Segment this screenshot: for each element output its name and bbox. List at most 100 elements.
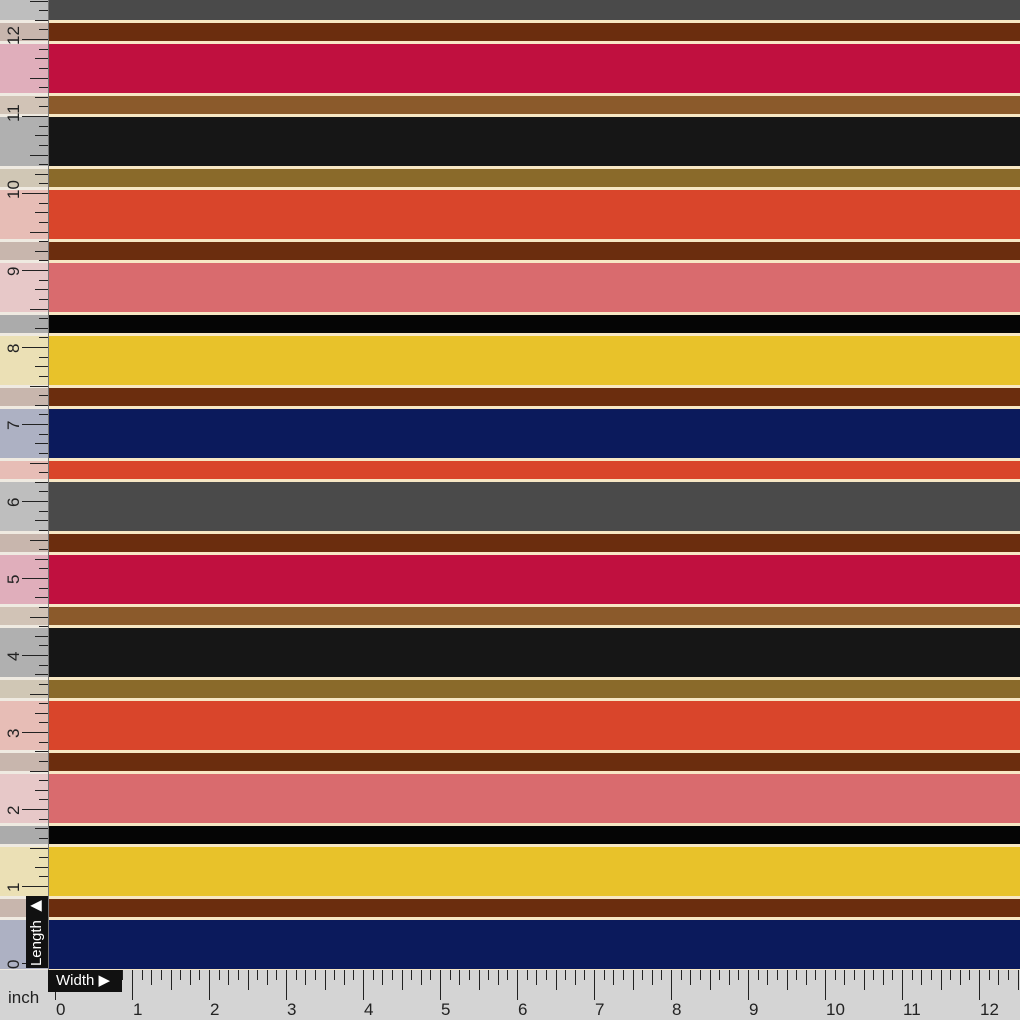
ruler-tick (35, 327, 48, 329)
ruler-tick (459, 970, 461, 985)
stripe (0, 166, 1020, 187)
ruler-tick (786, 970, 788, 990)
ruler-tick (39, 87, 48, 89)
ruler-tick (151, 970, 153, 985)
ruler-tick (478, 970, 480, 990)
ruler-tick (35, 58, 48, 60)
stripe (0, 771, 1020, 823)
width-mark-label: 2 (210, 1000, 220, 1019)
length-mark-label: 10 (4, 180, 23, 199)
ruler-tick (276, 970, 278, 980)
ruler-tick (1007, 970, 1009, 980)
ruler-tick (30, 231, 48, 233)
stripe (0, 114, 1020, 166)
ruler-tick (30, 0, 48, 2)
ruler-tick (39, 741, 48, 743)
stripe (0, 93, 1020, 114)
ruler-tick (661, 970, 663, 980)
ruler-tick (35, 751, 48, 753)
ruler-tick (988, 970, 990, 980)
ruler-tick (35, 712, 48, 714)
stripe (0, 844, 1020, 896)
stripe (0, 625, 1020, 677)
ruler-tick (170, 970, 172, 990)
ruler-tick (30, 308, 48, 310)
ruler-tick (738, 970, 740, 980)
stripe (0, 41, 1020, 93)
stripe (0, 604, 1020, 625)
ruler-tick (35, 866, 48, 868)
length-mark-label: 9 (4, 266, 23, 276)
ruler-tick (603, 970, 605, 980)
ruler-tick (35, 520, 48, 522)
ruler-tick (815, 970, 817, 980)
ruler-tick (35, 635, 48, 637)
ruler-tick (979, 970, 980, 1000)
ruler-tick (39, 703, 48, 705)
ruler-tick (39, 799, 48, 801)
ruler-tick (699, 970, 701, 980)
ruler-tick (622, 970, 624, 980)
ruler-tick (39, 183, 48, 185)
ruler-tick (39, 164, 48, 166)
ruler-tick (286, 970, 287, 1000)
ruler-tick (39, 722, 48, 724)
ruler-tick (35, 443, 48, 445)
stripe (0, 677, 1020, 698)
ruler-tick (507, 970, 509, 980)
ruler-tick (189, 970, 191, 985)
ruler-tick (728, 970, 730, 985)
ruler-tick (30, 616, 48, 618)
ruler-tick (680, 970, 682, 980)
ruler-tick (39, 414, 48, 416)
ruler-tick (882, 970, 884, 985)
stripe (0, 896, 1020, 917)
ruler-tick (295, 970, 297, 980)
ruler-tick (757, 970, 759, 980)
striped-fabric-print (0, 0, 1020, 990)
ruler-tick (39, 837, 48, 839)
ruler-tick (266, 970, 268, 985)
ruler-tick (497, 970, 499, 985)
width-mark-label: 10 (826, 1000, 845, 1019)
ruler-tick (39, 857, 48, 859)
ruler-tick (526, 970, 528, 980)
ruler-tick (39, 125, 48, 127)
length-mark-label: 11 (4, 104, 23, 122)
ruler-tick (39, 260, 48, 262)
stripe (0, 552, 1020, 604)
ruler-tick (969, 970, 971, 980)
ruler-tick (825, 970, 826, 1000)
ruler-tick (39, 818, 48, 820)
width-ruler (0, 970, 1020, 1020)
ruler-tick (30, 693, 48, 695)
ruler-tick (35, 481, 48, 483)
ruler-tick (651, 970, 653, 985)
length-mark-label: 6 (4, 497, 23, 507)
ruler-tick (39, 67, 48, 69)
length-mark-label: 4 (4, 651, 23, 661)
ruler-tick (35, 597, 48, 599)
ruler-tick (690, 970, 692, 985)
stripe (0, 917, 1020, 969)
ruler-tick (39, 375, 48, 377)
ruler-tick (430, 970, 432, 980)
ruler-tick (545, 970, 547, 980)
ruler-tick (39, 202, 48, 204)
ruler-tick (748, 970, 749, 1000)
ruler-tick (39, 510, 48, 512)
ruler-tick (324, 970, 326, 990)
ruler-tick (363, 970, 364, 1000)
ruler-tick (401, 970, 403, 990)
ruler-tick (35, 135, 48, 137)
ruler-tick (35, 250, 48, 252)
ruler-tick (22, 732, 48, 733)
stripe (0, 385, 1020, 406)
width-mark-label: 6 (518, 1000, 528, 1019)
ruler-tick (247, 970, 249, 990)
ruler-tick (35, 366, 48, 368)
stripe (0, 187, 1020, 239)
width-tag: Width ▶ (48, 970, 122, 992)
ruler-tick (468, 970, 470, 980)
ruler-tick (30, 154, 48, 156)
